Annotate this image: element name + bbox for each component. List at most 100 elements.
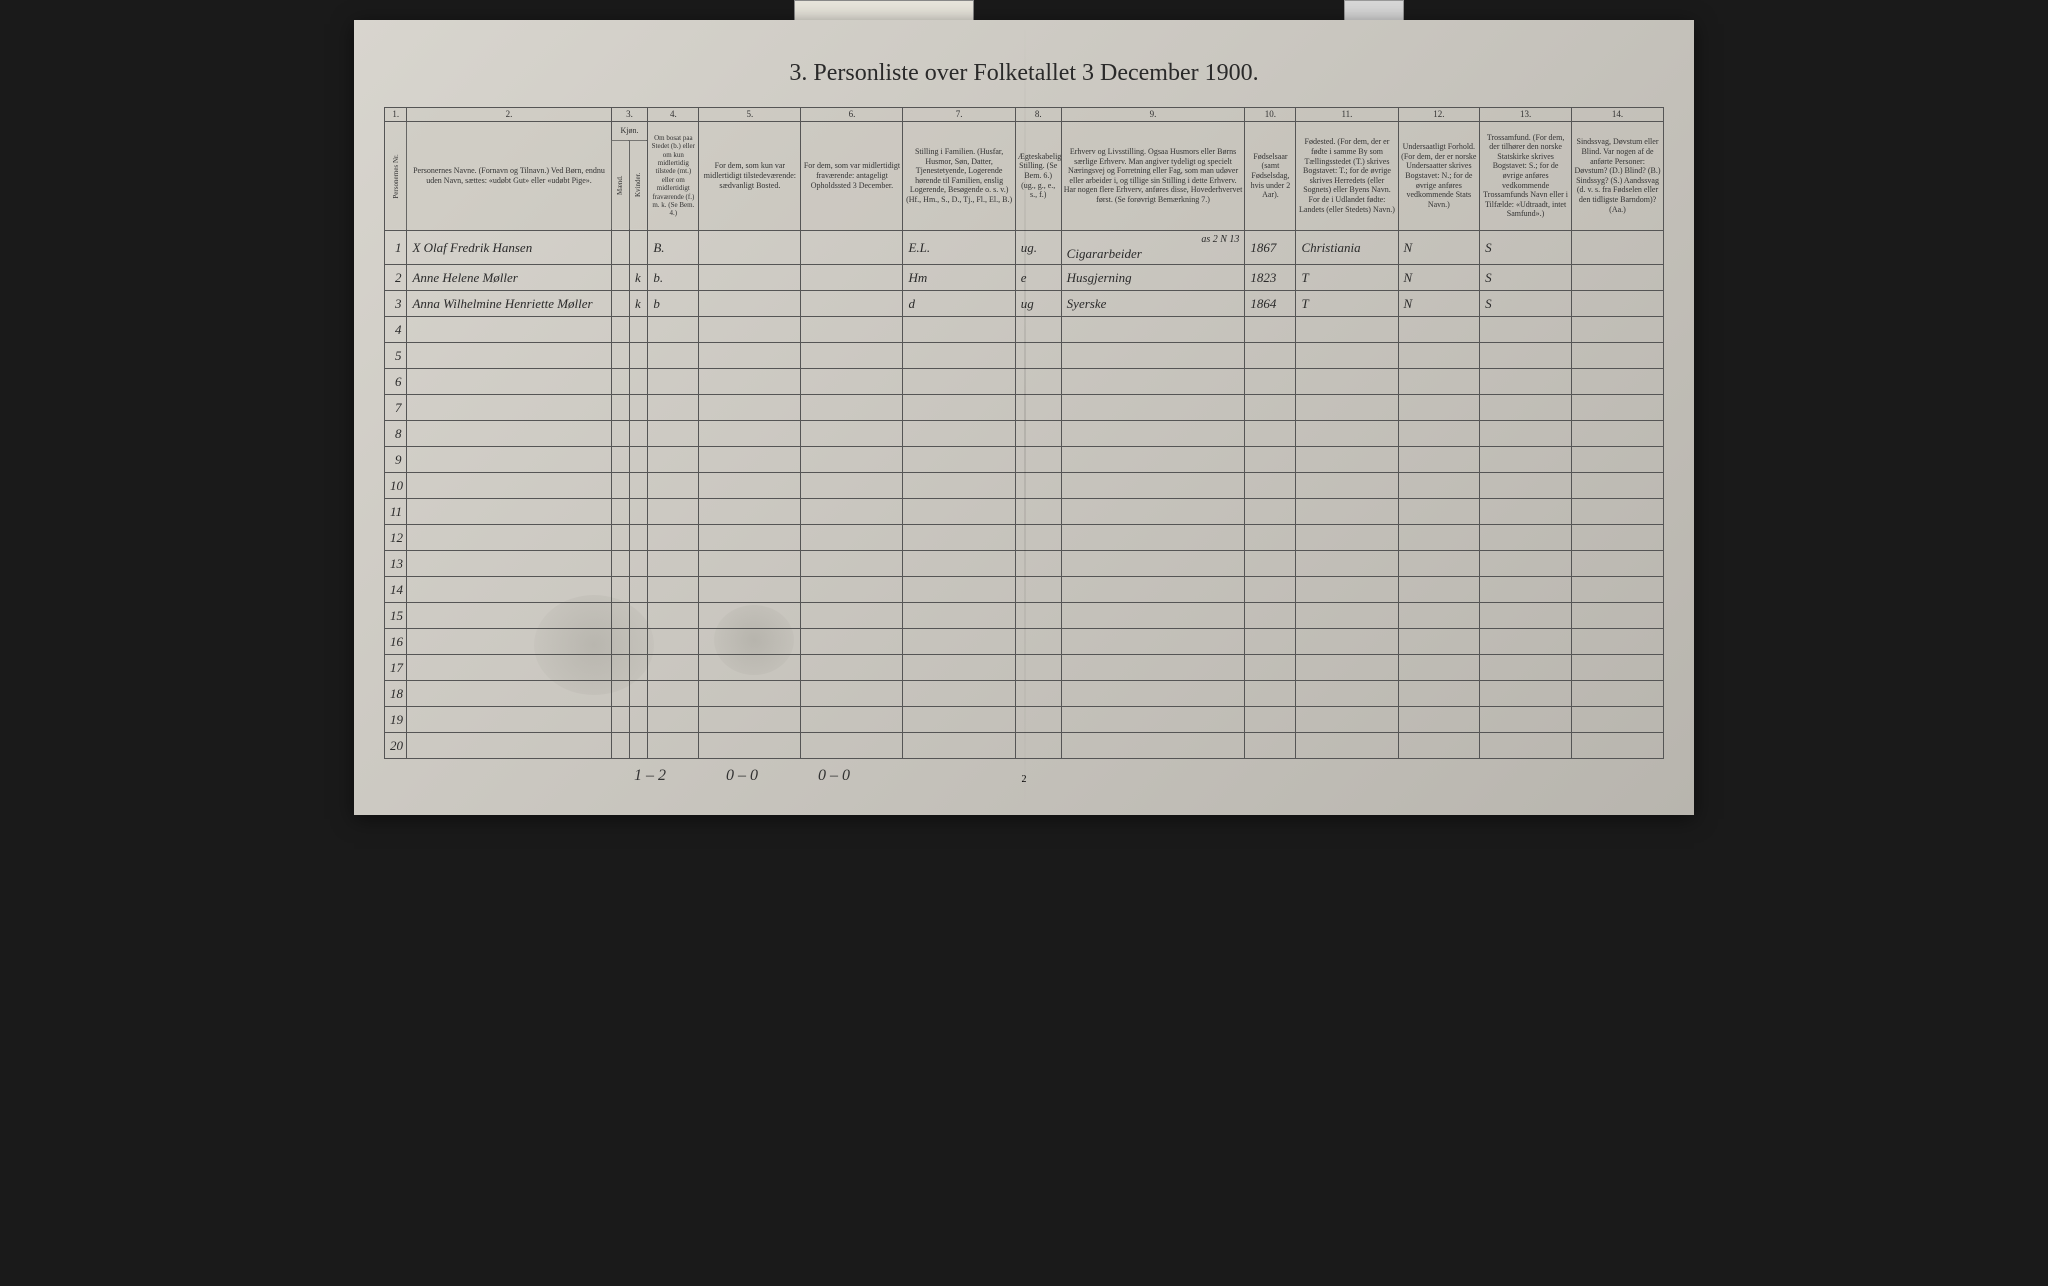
footer-note: 0 – 0 [726,767,758,785]
cell: Hm [903,265,1015,291]
cell-empty [1296,369,1398,395]
cell-empty [1480,629,1572,655]
col-num: 14. [1572,108,1664,122]
cell-empty [407,603,611,629]
cell-empty [629,603,647,629]
cell-empty [407,681,611,707]
header-col3-k: Kvinder. [629,140,647,230]
cell-empty [903,733,1015,759]
cell: Husgjerning [1061,265,1245,291]
cell: S [1480,291,1572,317]
cell [1572,291,1664,317]
cell-empty [407,577,611,603]
col-num: 11. [1296,108,1398,122]
cell-empty [1572,343,1664,369]
cell-empty: 10 [385,473,407,499]
footer-note: 1 – 2 [634,767,666,785]
cell-empty [1398,395,1480,421]
table-row-empty: 10 [385,473,1664,499]
cell-empty [1245,681,1296,707]
cell-empty [1398,369,1480,395]
cell-empty [611,369,629,395]
cell-empty [1015,681,1061,707]
cell [611,230,629,265]
cell-empty [1480,655,1572,681]
cell-empty [1061,707,1245,733]
cell-empty [1296,551,1398,577]
cell-empty [1015,551,1061,577]
cell-empty [407,629,611,655]
cell-empty [611,525,629,551]
cell-empty [1061,317,1245,343]
cell-empty [1061,369,1245,395]
cell-empty [407,707,611,733]
cell-empty [611,733,629,759]
cell: 3 [385,291,407,317]
cell-empty [611,629,629,655]
cell: N [1398,265,1480,291]
cell-empty [648,447,699,473]
table-row-empty: 6 [385,369,1664,395]
cell: Syerske [1061,291,1245,317]
cell-empty [1398,343,1480,369]
cell-empty [1061,343,1245,369]
cell-empty [1296,447,1398,473]
cell-empty [1015,707,1061,733]
cell-empty [1572,681,1664,707]
col-num: 7. [903,108,1015,122]
cell-empty [903,681,1015,707]
cell-empty [1398,603,1480,629]
header-row: Personernes Nr. Personernes Navne. (Forn… [385,122,1664,141]
cell: b [648,291,699,317]
cell-empty [407,525,611,551]
cell-empty [1398,525,1480,551]
col-num: 8. [1015,108,1061,122]
cell-empty [1398,421,1480,447]
cell-empty [1015,395,1061,421]
cell-empty [1572,733,1664,759]
cell: 1864 [1245,291,1296,317]
cell-empty [801,421,903,447]
cell: E.L. [903,230,1015,265]
col-num: 9. [1061,108,1245,122]
cell-empty [629,447,647,473]
cell-empty [1296,681,1398,707]
cell-empty [1245,317,1296,343]
table-row: 2Anne Helene Møllerkb.HmeHusgjerning1823… [385,265,1664,291]
cell-empty [1061,655,1245,681]
cell-empty: 13 [385,551,407,577]
cell-empty [1572,395,1664,421]
header-col3-m: Mænd. [611,140,629,230]
header-col10: Fødselsaar (samt Fødselsdag, hvis under … [1245,122,1296,231]
cell: T [1296,265,1398,291]
cell-empty [1296,499,1398,525]
footer-note: 0 – 0 [818,767,850,785]
table-row-empty: 14 [385,577,1664,603]
cell-empty [1398,499,1480,525]
cell-empty [1572,655,1664,681]
cell-empty [629,733,647,759]
cell-empty [648,551,699,577]
cell-empty [1015,629,1061,655]
cell-empty [407,447,611,473]
cell: k [629,291,647,317]
cell-empty [903,577,1015,603]
cell-empty [801,551,903,577]
cell-empty [1572,629,1664,655]
cell-empty [1061,603,1245,629]
cell: 1867 [1245,230,1296,265]
table-row-empty: 12 [385,525,1664,551]
cell-empty [1480,317,1572,343]
cell-empty [1015,369,1061,395]
cell-empty [801,525,903,551]
cell-empty [1296,421,1398,447]
table-row-empty: 19 [385,707,1664,733]
cell: k [629,265,647,291]
cell-empty [611,603,629,629]
cell: Christiania [1296,230,1398,265]
cell-empty [801,681,903,707]
cell-empty [1245,733,1296,759]
cell-empty [648,473,699,499]
cell-empty [1245,421,1296,447]
cell-empty [1480,395,1572,421]
